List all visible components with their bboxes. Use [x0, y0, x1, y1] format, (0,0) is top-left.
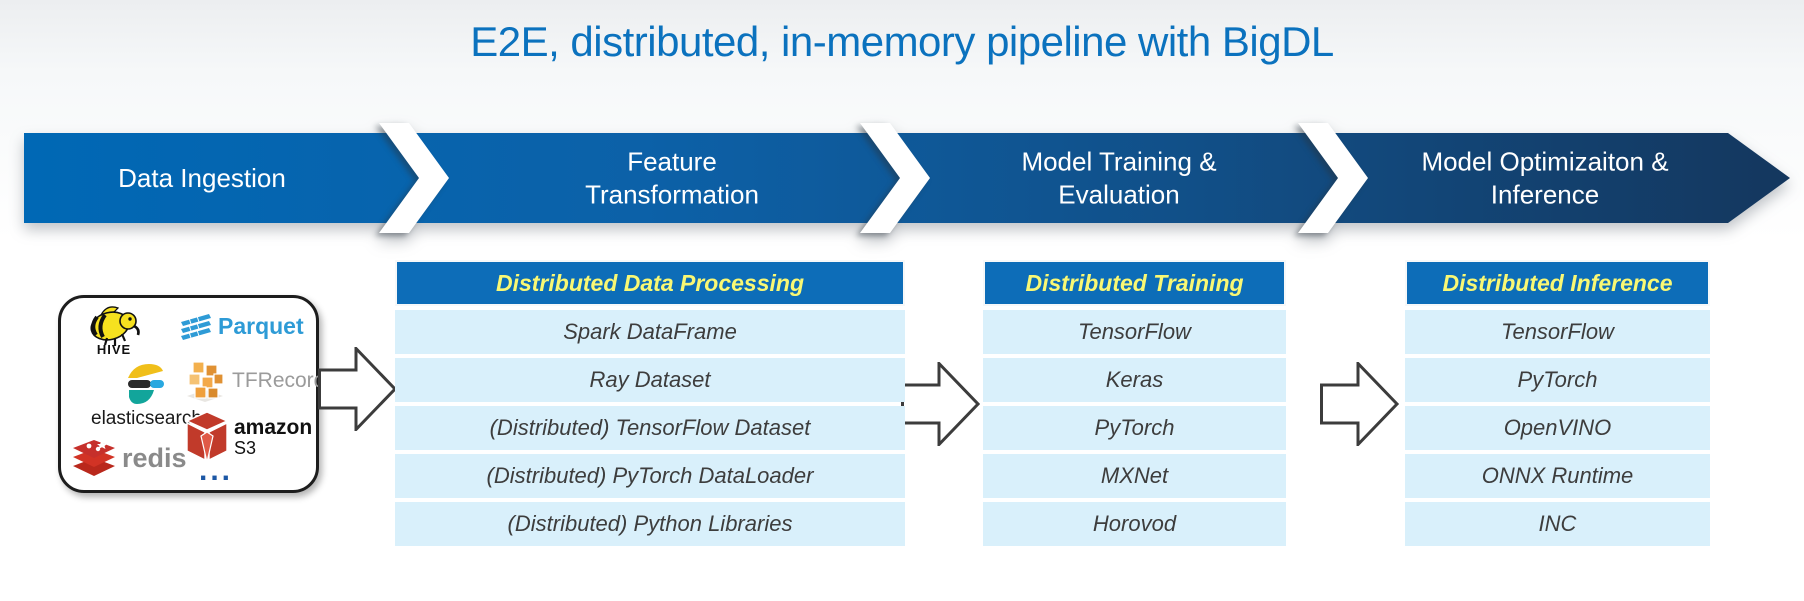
list-item: Spark DataFrame: [395, 310, 905, 354]
stage-data-ingestion: Data Ingestion: [118, 162, 286, 193]
column-distributed-training: Distributed Training TensorFlow Keras Py…: [983, 260, 1286, 546]
parquet-icon: [181, 314, 211, 340]
tfrecord-label: TFRecord: [232, 369, 326, 392]
amazon-s3-logo: amazon S3: [185, 410, 312, 464]
hive-logo: HIVE: [85, 302, 143, 357]
stage-model-training-evaluation: Model Training & Evaluation: [1021, 146, 1217, 210]
hive-label: HIVE: [96, 342, 132, 357]
list-item: Ray Dataset: [395, 358, 905, 402]
parquet-label: Parquet: [218, 312, 304, 339]
amazon-s3-labels: amazon S3: [234, 415, 313, 458]
list-item: ONNX Runtime: [1405, 454, 1710, 498]
list-item: Keras: [983, 358, 1286, 402]
pipeline-banner: Data Ingestion Feature Transformation Mo…: [24, 123, 1790, 233]
parquet-logo: Parquet: [179, 312, 304, 340]
redis-label: redis: [122, 442, 187, 473]
list-item: PyTorch: [983, 406, 1286, 450]
list-item: Horovod: [983, 502, 1286, 546]
column-distributed-inference: Distributed Inference TensorFlow PyTorch…: [1405, 260, 1710, 546]
stage-model-optimization-inference: Model Optimizaiton & Inference: [1421, 146, 1669, 210]
page-title: E2E, distributed, in-memory pipeline wit…: [470, 18, 1334, 65]
chevron-separator-icon: [1298, 123, 1368, 233]
data-sources-box: HIVE Parquet: [58, 295, 325, 493]
list-item: (Distributed) TensorFlow Dataset: [395, 406, 905, 450]
column-data-processing: Distributed Data Processing Spark DataFr…: [395, 260, 905, 546]
list-item: PyTorch: [1405, 358, 1710, 402]
amazon-label: amazon: [234, 415, 313, 439]
flow-arrow-icon: [318, 347, 397, 431]
list-item: INC: [1405, 502, 1710, 546]
list-item: MXNet: [983, 454, 1286, 498]
column-header: Distributed Data Processing: [395, 260, 905, 306]
list-item: (Distributed) Python Libraries: [395, 502, 905, 546]
column-header: Distributed Training: [983, 260, 1286, 306]
hive-icon: [90, 306, 140, 346]
flow-arrow-icon: [901, 362, 980, 446]
elasticsearch-logo: elasticsearch: [91, 362, 202, 430]
tfrecord-logo: TFRecord: [183, 356, 325, 406]
s3-label: S3: [234, 437, 257, 458]
flow-arrow-icon: [1320, 362, 1399, 446]
tfrecord-icon: [187, 361, 224, 402]
list-item: TensorFlow: [983, 310, 1286, 354]
chevron-separator-icon: [860, 123, 930, 233]
chevron-separator-icon: [379, 123, 449, 233]
column-header: Distributed Inference: [1405, 260, 1710, 306]
elasticsearch-label: elasticsearch: [91, 408, 202, 429]
list-item: (Distributed) PyTorch DataLoader: [395, 454, 905, 498]
stage-feature-transformation: Feature Transformation: [585, 146, 759, 210]
amazon-s3-icon: [185, 411, 229, 463]
list-item: TensorFlow: [1405, 310, 1710, 354]
elasticsearch-icon: [128, 364, 165, 404]
redis-logo: redis: [71, 438, 187, 478]
list-item: OpenVINO: [1405, 406, 1710, 450]
redis-icon: [73, 440, 115, 476]
more-sources-ellipsis: ...: [199, 454, 234, 487]
